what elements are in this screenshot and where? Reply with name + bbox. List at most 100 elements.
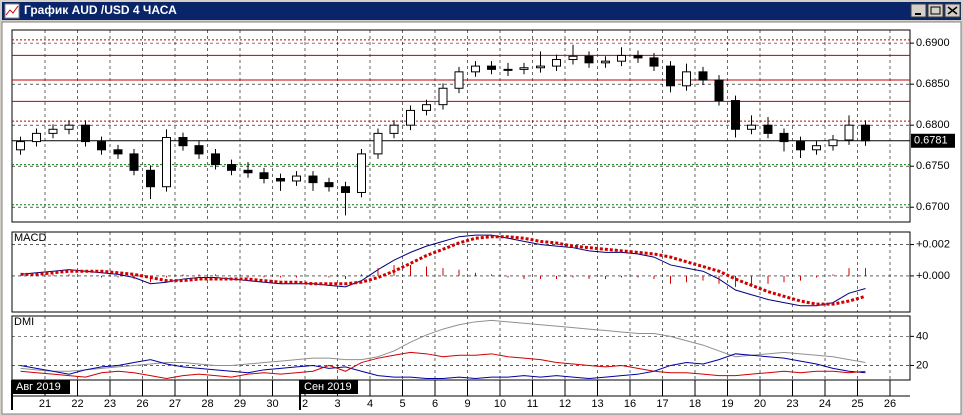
x-tick-label: 28: [201, 398, 213, 410]
indicator-line: [20, 234, 866, 307]
candle-body: [276, 178, 285, 182]
candle-body: [763, 124, 773, 134]
y-tick-label: 20: [916, 359, 928, 371]
candle-body: [308, 175, 318, 184]
x-tick-label: 20: [754, 398, 766, 410]
x-tick-label: 29: [234, 398, 246, 410]
x-tick-label: 11: [527, 398, 538, 410]
candle-body: [649, 57, 659, 67]
x-tick-label: 17: [656, 398, 668, 410]
x-tick-label: 26: [884, 398, 896, 410]
candle-body: [503, 68, 513, 71]
y-tick-label: +0.000: [916, 270, 950, 282]
y-tick-label: 0.6900: [916, 37, 950, 49]
candle-body: [48, 128, 58, 134]
candle-body: [211, 153, 220, 166]
candle-body: [162, 136, 171, 188]
candle-body: [64, 124, 74, 130]
minimize-button[interactable]: [910, 3, 927, 18]
candle-body: [519, 67, 529, 70]
x-tick-label: 23: [786, 398, 798, 410]
candle-body: [438, 87, 448, 106]
y-tick-label: 0.6750: [916, 160, 950, 172]
window-icon: [4, 3, 20, 19]
candle-body: [779, 132, 789, 143]
y-tick-label: 40: [916, 330, 928, 342]
last-price-label: 0.6781: [914, 135, 948, 147]
candle-body: [194, 145, 204, 155]
x-tick-label: 10: [494, 398, 506, 410]
x-tick-label: 16: [624, 398, 636, 410]
candle-body: [812, 145, 821, 151]
y-tick-label: +0.002: [916, 238, 950, 250]
month-label: Сен 2019: [304, 381, 352, 393]
candle-body: [828, 139, 838, 147]
x-tick-label: 22: [71, 398, 83, 410]
candle-body: [454, 71, 464, 89]
panel-frame: [11, 315, 911, 381]
window-title: График AUD /USD 4 ЧАСА: [24, 3, 177, 17]
candle-body: [536, 65, 545, 69]
y-tick-label: 0.6800: [916, 119, 950, 131]
candle-body: [568, 55, 578, 61]
candle-body: [113, 149, 123, 155]
candle-body: [406, 109, 415, 126]
candle-body: [471, 65, 480, 73]
panel-frame: [11, 29, 911, 223]
month-box: [300, 380, 358, 394]
x-tick-label: 26: [136, 398, 148, 410]
candle-body: [487, 65, 496, 70]
candle-body: [324, 182, 334, 188]
panel-title: MACD: [14, 232, 46, 244]
candle-body: [731, 100, 740, 130]
y-tick-label: 0.6700: [916, 201, 950, 213]
candle-body: [633, 54, 643, 59]
x-tick-label: 25: [851, 398, 863, 410]
candle-body: [601, 60, 610, 64]
x-tick-label: 5: [399, 398, 405, 410]
candle-body: [698, 71, 708, 81]
x-tick-label: 3: [334, 398, 340, 410]
candle-body: [861, 124, 870, 142]
candle-body: [227, 164, 236, 171]
x-tick-label: 23: [104, 398, 116, 410]
maximize-glyph: [930, 6, 941, 15]
candle-body: [617, 54, 626, 62]
window-icon-glyph: [5, 5, 19, 16]
candle-body: [357, 153, 366, 193]
x-tick-label: 19: [721, 398, 733, 410]
x-tick-label: 27: [169, 398, 181, 410]
x-tick-label: 21: [39, 398, 51, 410]
candle-body: [666, 65, 675, 87]
last-price-box: [911, 133, 955, 148]
candle-body: [389, 124, 399, 134]
x-tick-label: 18: [689, 398, 701, 410]
month-box: [12, 380, 70, 394]
candle-body: [129, 153, 139, 171]
candle-body: [844, 124, 854, 141]
panel-frame: [11, 231, 911, 313]
x-tick-label: 9: [464, 398, 470, 410]
indicator-line: [20, 235, 866, 306]
candle-body: [97, 141, 106, 151]
candle-body: [422, 104, 431, 111]
close-glyph: [947, 6, 958, 15]
x-tick-label: 12: [559, 398, 571, 410]
candle-body: [243, 169, 253, 174]
x-tick-label: 6: [432, 398, 438, 410]
indicator-line: [20, 353, 866, 380]
x-tick-label: 4: [367, 398, 373, 410]
candle-body: [747, 124, 756, 130]
candle-body: [146, 169, 155, 188]
candle-body: [292, 175, 301, 182]
x-tick-label: 13: [591, 398, 603, 410]
panel-title: DMI: [14, 316, 34, 328]
indicator-line: [20, 351, 866, 380]
month-label: Авг 2019: [16, 381, 61, 393]
title-bar: [2, 2, 961, 20]
maximize-button[interactable]: [927, 3, 944, 18]
x-tick-label: 30: [266, 398, 278, 410]
candle-body: [178, 136, 188, 147]
